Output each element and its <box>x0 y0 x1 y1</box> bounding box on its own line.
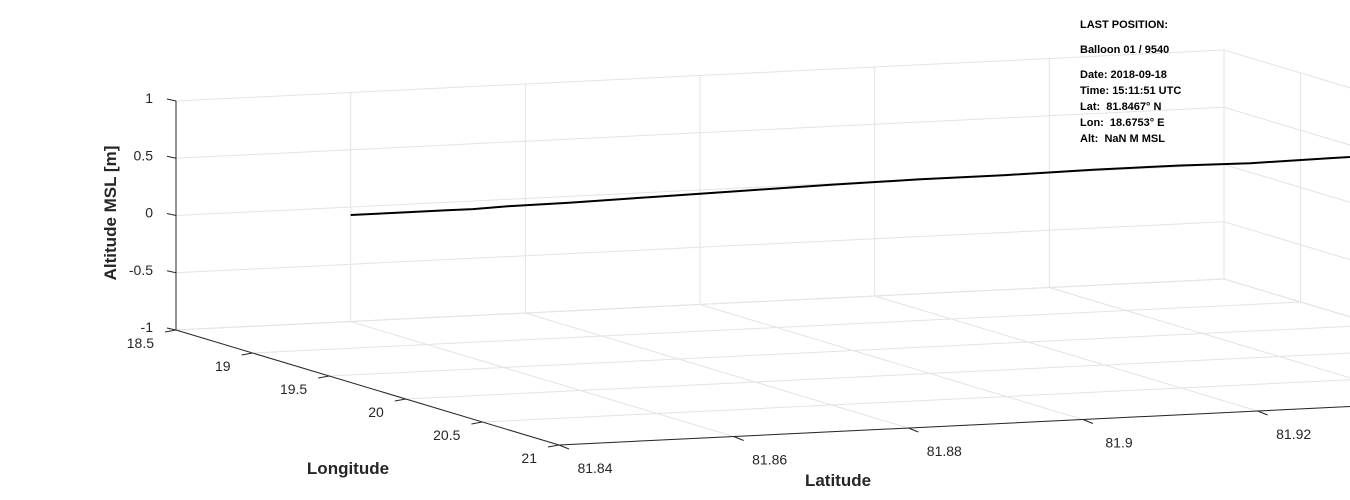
grid-line <box>1223 278 1350 318</box>
grid-line <box>1223 221 1350 261</box>
latitude-tick <box>1082 419 1094 424</box>
info-time: Time: 15:11:51 UTC <box>1080 85 1182 97</box>
longitude-tick-label: 18.5 <box>127 335 154 351</box>
last-position-panel: LAST POSITION: Balloon 01 / 9540 Date: 2… <box>1080 17 1181 147</box>
info-lat: Lat: 81.8467° N <box>1080 101 1162 113</box>
longitude-ticks: 18.5 19 19.5 20 20.5 21 <box>127 329 560 466</box>
altitude-tick-label: -0.5 <box>129 262 153 278</box>
grid-line <box>1223 278 1350 318</box>
grid-line <box>482 379 1350 423</box>
info-lon: Lon: 18.6753° E <box>1080 117 1165 129</box>
grid-line <box>525 312 909 429</box>
grid-line <box>175 221 1225 274</box>
latitude-axis-label: Latitude <box>805 471 871 490</box>
altitude-tick <box>166 213 177 216</box>
longitude-tick <box>164 329 177 333</box>
longitude-tick <box>471 421 483 425</box>
trajectory-series <box>350 155 1350 216</box>
altitude-tick <box>166 270 177 274</box>
longitude-tick-label: 20 <box>368 404 384 420</box>
grid-line <box>350 321 734 437</box>
longitude-tick <box>394 398 406 402</box>
longitude-tick-label: 19.5 <box>280 381 307 397</box>
altitude-tick <box>166 327 177 331</box>
grid-line <box>1223 164 1350 203</box>
grid-line <box>874 295 1258 412</box>
grid-line <box>1223 49 1350 89</box>
latitude-tick <box>1257 410 1268 416</box>
latitude-tick-label: 81.86 <box>752 452 787 468</box>
altitude-tick-label: -1 <box>141 319 154 335</box>
latitude-tick <box>733 436 744 441</box>
altitude-ticks: -1 -0.5 0 0.5 1 <box>129 90 177 335</box>
info-balloon: Balloon 01 / 9540 <box>1080 44 1170 56</box>
altitude-tick-label: 1 <box>145 90 153 106</box>
info-header: LAST POSITION: <box>1080 19 1168 31</box>
grid-line <box>1049 287 1350 379</box>
trajectory-line <box>350 155 1350 216</box>
longitude-tick-label: 19 <box>215 358 231 374</box>
longitude-tick <box>241 352 253 356</box>
grid-line <box>405 352 1350 400</box>
grid-line <box>175 106 1225 159</box>
latitude-tick-label: 81.92 <box>1276 426 1311 442</box>
altitude-tick <box>166 155 177 159</box>
altitude-axis-label: Altitude MSL [m] <box>101 146 120 281</box>
grid-line <box>175 49 1225 102</box>
longitude-tick <box>547 444 560 448</box>
longitude-tick-label: 20.5 <box>433 427 460 443</box>
grid-line <box>699 304 1084 420</box>
altitude-tick-label: 0.5 <box>134 147 154 163</box>
longitude-axis-line <box>175 329 560 446</box>
latitude-tick <box>908 427 919 433</box>
grid-line <box>1223 106 1350 146</box>
altitude-tick <box>166 98 177 102</box>
longitude-axis-label: Longitude <box>307 459 389 478</box>
altitude-tick-label: 0 <box>145 205 153 221</box>
info-date: Date: 2018-09-18 <box>1080 69 1167 81</box>
latitude-tick-label: 81.9 <box>1105 435 1132 451</box>
latitude-tick-label: 81.84 <box>577 460 612 476</box>
grid-line <box>175 278 1225 331</box>
latitude-tick-label: 81.88 <box>927 443 962 459</box>
info-alt: Alt: NaN M MSL <box>1080 133 1165 145</box>
grid-line <box>329 325 1350 377</box>
latitude-tick <box>558 444 570 450</box>
axes <box>175 101 1350 446</box>
longitude-tick <box>318 375 330 379</box>
longitude-tick-label: 21 <box>521 450 537 466</box>
